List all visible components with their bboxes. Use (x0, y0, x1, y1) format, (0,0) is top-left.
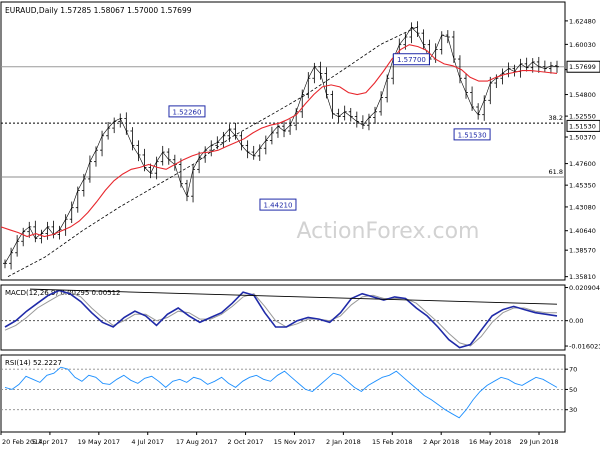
price-y-tick-label: 1.50370 (569, 134, 596, 142)
price-pane: ActionForex.com EURAUD,Daily 1.57285 1.58… (0, 1, 600, 281)
x-axis-tick-label: 19 May 2017 (78, 438, 120, 446)
annotation-box (168, 105, 206, 118)
rsi-pane: RSI(14) 52.2227 70 50 30 (0, 354, 577, 433)
price-y-tick-label: 1.47600 (569, 160, 596, 168)
macd-signal-line (4, 291, 557, 347)
macd-y-tick-label: 0.020904 (569, 284, 600, 292)
price-title: EURAUD,Daily 1.57285 1.58067 1.57000 1.5… (5, 6, 192, 15)
annotation-label: 1.57700 (397, 56, 426, 64)
x-axis-tick-label: 15 Nov 2017 (274, 438, 316, 446)
macd-y-tick-label: 0.00 (569, 317, 583, 325)
x-axis-tick-label: 16 May 2018 (469, 438, 511, 446)
rsi-y-tick-label: 70 (569, 366, 577, 374)
price-y-tick-label: 1.45350 (569, 182, 596, 190)
macd-trendline (29, 288, 558, 305)
price-pane-frame (0, 1, 566, 281)
level-label: 61.8 (549, 168, 563, 176)
price-y-tick-label: 1.62480 (569, 17, 596, 25)
x-axis-tick-label: 5 Apr 2017 (32, 438, 68, 446)
price-y-tick-label: 1.38570 (569, 247, 596, 255)
moving-average-line (0, 44, 558, 238)
rsi-y-tick-label: 30 (569, 406, 577, 414)
price-y-tick-label: 1.35810 (569, 273, 596, 281)
x-axis-tick-label: 4 Jul 2017 (131, 438, 164, 446)
x-axis-tick-label: 20 Feb 2017 (2, 438, 42, 446)
level-tag-box (566, 119, 600, 132)
x-axis-tick-label: 29 Jun 2018 (519, 438, 558, 446)
macd-pane: MACD(12,26,9) 0.00295 0.00512 0.020904 0.0… (0, 284, 600, 351)
x-axis-tick-label: 2 Oct 2017 (228, 438, 264, 446)
annotation-label: 1.52260 (173, 108, 202, 116)
price-y-tick-label: 1.52550 (569, 113, 596, 121)
macd-title: MACD(12,26,9) 0.00295 0.00512 (5, 289, 121, 297)
rsi-pane-frame (0, 354, 566, 433)
current-price-tag: 1.57699 (569, 63, 596, 71)
price-y-tick-label: 1.40640 (569, 227, 596, 235)
current-price-tag-box (566, 60, 600, 73)
x-axis-tick-label: 17 Aug 2017 (176, 438, 218, 446)
rsi-title: RSI(14) 52.2227 (5, 359, 62, 367)
watermark-text: ActionForex.com (297, 219, 480, 244)
macd-line (4, 289, 558, 349)
rsi-y-tick-label: 50 (569, 386, 577, 394)
x-axis-tick-label: 2 Apr 2018 (423, 438, 459, 446)
macd-y-tick-label: -0.016023 (569, 343, 600, 351)
annotation-box (392, 53, 430, 66)
price-y-tick-label: 1.60030 (569, 41, 596, 49)
candle-bars (3, 21, 559, 270)
annotation-box (453, 128, 491, 141)
macd-pane-frame (0, 284, 566, 351)
price-y-tick-label: 1.43080 (569, 203, 596, 211)
rsi-line (4, 366, 558, 419)
x-axis-tick-label: 2 Jan 2018 (326, 438, 361, 446)
price-y-tick-label: 1.54800 (569, 91, 596, 99)
annotation-label: 1.44210 (263, 202, 292, 210)
x-axis-tick-label: 15 Feb 2018 (372, 438, 412, 446)
annotation-box (259, 198, 297, 211)
level-label: 38.2 (549, 114, 563, 122)
level-tag: 1.51530 (569, 122, 596, 130)
uptrend-line (7, 26, 419, 277)
annotation-label: 1.51530 (458, 131, 487, 139)
price-close-line (4, 26, 558, 264)
